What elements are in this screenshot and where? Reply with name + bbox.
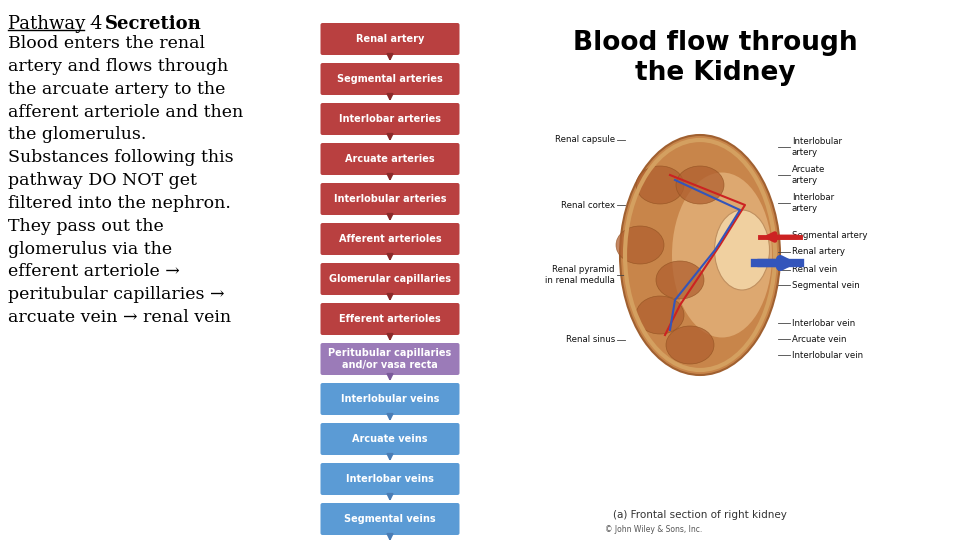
Ellipse shape (616, 226, 664, 264)
FancyBboxPatch shape (321, 183, 460, 215)
FancyBboxPatch shape (321, 383, 460, 415)
Ellipse shape (636, 166, 684, 204)
FancyBboxPatch shape (321, 63, 460, 95)
Text: Renal sinus: Renal sinus (565, 335, 615, 345)
Text: Segmental veins: Segmental veins (345, 514, 436, 524)
Text: –: – (84, 15, 105, 33)
Text: Arcuate veins: Arcuate veins (352, 434, 428, 444)
Text: Secretion: Secretion (105, 15, 202, 33)
Text: Interlobular arteries: Interlobular arteries (334, 194, 446, 204)
Text: Interlobular vein: Interlobular vein (792, 350, 863, 360)
Text: Arcuate
artery: Arcuate artery (792, 165, 826, 185)
FancyBboxPatch shape (321, 423, 460, 455)
Text: Efferent arterioles: Efferent arterioles (339, 314, 441, 324)
Text: Arcuate arteries: Arcuate arteries (346, 154, 435, 164)
FancyBboxPatch shape (321, 343, 460, 375)
Text: Peritubular capillaries
and/or vasa recta: Peritubular capillaries and/or vasa rect… (328, 348, 451, 370)
Text: Renal artery: Renal artery (356, 34, 424, 44)
Text: Interlobular veins: Interlobular veins (341, 394, 439, 404)
Text: Arcuate vein: Arcuate vein (792, 334, 847, 343)
Text: Renal artery: Renal artery (792, 247, 845, 256)
FancyBboxPatch shape (321, 23, 460, 55)
Text: (a) Frontal section of right kidney: (a) Frontal section of right kidney (613, 510, 787, 520)
Text: Glomerular capillaries: Glomerular capillaries (329, 274, 451, 284)
FancyBboxPatch shape (321, 103, 460, 135)
Text: Segmental vein: Segmental vein (792, 280, 860, 289)
FancyBboxPatch shape (321, 143, 460, 175)
Text: Interlobar arteries: Interlobar arteries (339, 114, 441, 124)
Ellipse shape (656, 261, 704, 299)
Text: Interlobar
artery: Interlobar artery (792, 193, 834, 213)
Ellipse shape (636, 296, 684, 334)
Text: Afferent arterioles: Afferent arterioles (339, 234, 442, 244)
FancyBboxPatch shape (321, 463, 460, 495)
Ellipse shape (714, 210, 770, 290)
Text: Renal pyramid
in renal medulla: Renal pyramid in renal medulla (545, 265, 615, 285)
Text: © John Wiley & Sons, Inc.: © John Wiley & Sons, Inc. (605, 525, 703, 534)
FancyBboxPatch shape (321, 503, 460, 535)
Text: Segmental artery: Segmental artery (792, 231, 868, 240)
Ellipse shape (620, 135, 780, 375)
Text: Pathway 4: Pathway 4 (8, 15, 103, 33)
Text: Renal capsule: Renal capsule (555, 136, 615, 145)
Text: Interlobar vein: Interlobar vein (792, 319, 855, 327)
FancyBboxPatch shape (321, 263, 460, 295)
Ellipse shape (672, 172, 772, 338)
FancyBboxPatch shape (321, 223, 460, 255)
Ellipse shape (676, 166, 724, 204)
Text: Blood enters the renal
artery and flows through
the arcuate artery to the
affere: Blood enters the renal artery and flows … (8, 35, 243, 326)
Text: -: - (186, 15, 198, 33)
Text: Segmental arteries: Segmental arteries (337, 74, 443, 84)
Text: Blood flow through
the Kidney: Blood flow through the Kidney (573, 30, 857, 86)
Ellipse shape (666, 326, 714, 364)
Text: Interlobular
artery: Interlobular artery (792, 137, 842, 157)
FancyBboxPatch shape (321, 303, 460, 335)
Text: Renal vein: Renal vein (792, 266, 837, 274)
Text: Interlobar veins: Interlobar veins (346, 474, 434, 484)
Text: Renal cortex: Renal cortex (561, 200, 615, 210)
